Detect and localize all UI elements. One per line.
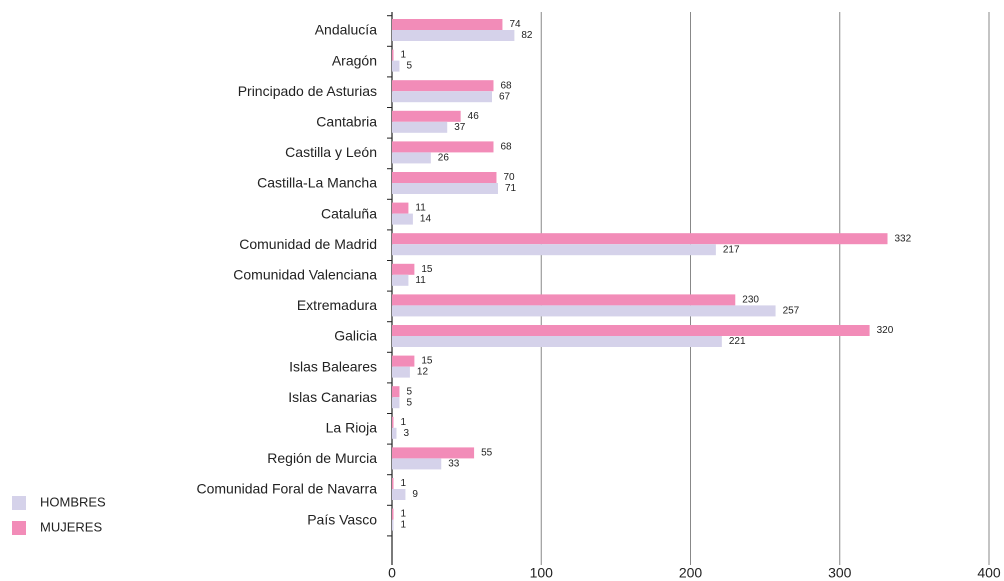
value-label: 1 — [400, 509, 406, 520]
bar — [392, 80, 494, 92]
legend-swatch — [12, 496, 26, 510]
value-label: 9 — [412, 489, 418, 500]
bar — [392, 213, 413, 225]
category-label: Andalucía — [315, 22, 377, 38]
bar — [392, 263, 415, 275]
value-label: 12 — [417, 367, 429, 378]
value-label: 1 — [400, 520, 406, 531]
bar — [392, 386, 400, 398]
value-label: 70 — [503, 172, 515, 183]
value-label: 71 — [505, 183, 517, 194]
value-label: 82 — [521, 30, 533, 41]
category-label: Galicia — [334, 328, 377, 344]
value-label: 11 — [415, 275, 426, 286]
value-label: 15 — [421, 264, 433, 275]
bar — [392, 508, 394, 520]
bar — [392, 478, 394, 489]
category-label: País Vasco — [307, 511, 377, 527]
bar — [392, 19, 503, 30]
value-label: 217 — [723, 244, 740, 255]
legend-swatch — [12, 521, 26, 535]
value-label: 221 — [729, 336, 746, 347]
bar — [392, 355, 415, 367]
value-label: 332 — [895, 233, 912, 244]
bar — [392, 427, 397, 439]
x-tick-label: 400 — [977, 565, 1001, 581]
x-tick-label: 0 — [388, 565, 396, 581]
bar — [392, 60, 400, 72]
bar — [392, 489, 406, 500]
category-label: Aragón — [332, 52, 377, 68]
bar — [392, 183, 498, 194]
bar — [392, 274, 409, 286]
bar — [392, 294, 736, 306]
value-label: 230 — [742, 295, 759, 306]
value-label: 33 — [448, 459, 460, 470]
bar — [392, 172, 497, 183]
x-tick-label: 100 — [530, 565, 554, 581]
bar — [392, 110, 461, 122]
category-label: La Rioja — [326, 420, 378, 436]
category-label: Islas Canarias — [288, 389, 377, 405]
bar — [392, 91, 492, 103]
category-label: Castilla y León — [285, 144, 377, 160]
bar — [392, 397, 400, 409]
value-label: 1 — [400, 50, 406, 61]
category-label: Castilla-La Mancha — [257, 175, 377, 191]
bar — [392, 325, 870, 336]
bar — [392, 49, 394, 61]
value-label: 15 — [421, 356, 433, 367]
category-label: Comunidad de Madrid — [239, 236, 377, 252]
value-label: 55 — [481, 448, 493, 459]
value-label: 68 — [500, 142, 512, 153]
bar — [392, 519, 394, 531]
bar — [392, 447, 475, 459]
value-label: 5 — [406, 61, 412, 72]
category-label: Islas Baleares — [289, 358, 377, 374]
bar — [392, 233, 888, 245]
bar — [392, 152, 431, 164]
value-label: 1 — [400, 417, 406, 428]
bar — [392, 141, 494, 153]
value-label: 68 — [500, 80, 512, 91]
legend-label: HOMBRES — [40, 494, 106, 509]
value-label: 320 — [877, 325, 894, 336]
category-label: Región de Murcia — [267, 450, 377, 466]
bar — [392, 202, 409, 214]
bar — [392, 416, 394, 428]
value-label: 1 — [400, 478, 406, 489]
bar — [392, 305, 776, 317]
bar — [392, 30, 515, 41]
bar — [392, 336, 722, 347]
value-label: 46 — [468, 111, 480, 122]
bar — [392, 244, 716, 256]
value-label: 67 — [499, 91, 511, 102]
category-label: Extremadura — [297, 297, 377, 313]
category-label: Comunidad Valenciana — [233, 267, 377, 283]
category-label: Cantabria — [316, 114, 377, 130]
x-tick-label: 300 — [828, 565, 852, 581]
value-label: 5 — [406, 397, 412, 408]
category-label: Principado de Asturias — [238, 83, 377, 99]
bar — [392, 121, 448, 133]
x-tick-label: 200 — [679, 565, 703, 581]
value-label: 37 — [454, 122, 466, 133]
value-label: 14 — [420, 214, 432, 225]
value-label: 74 — [509, 19, 521, 30]
value-label: 3 — [403, 428, 409, 439]
legend-label: MUJERES — [40, 519, 102, 534]
value-label: 257 — [783, 306, 800, 317]
category-label: Comunidad Foral de Navarra — [196, 481, 377, 497]
bar — [392, 458, 442, 470]
value-label: 5 — [406, 386, 412, 397]
bar — [392, 366, 410, 378]
value-label: 26 — [438, 153, 450, 164]
category-label: Cataluña — [321, 205, 377, 221]
value-label: 11 — [415, 203, 426, 214]
